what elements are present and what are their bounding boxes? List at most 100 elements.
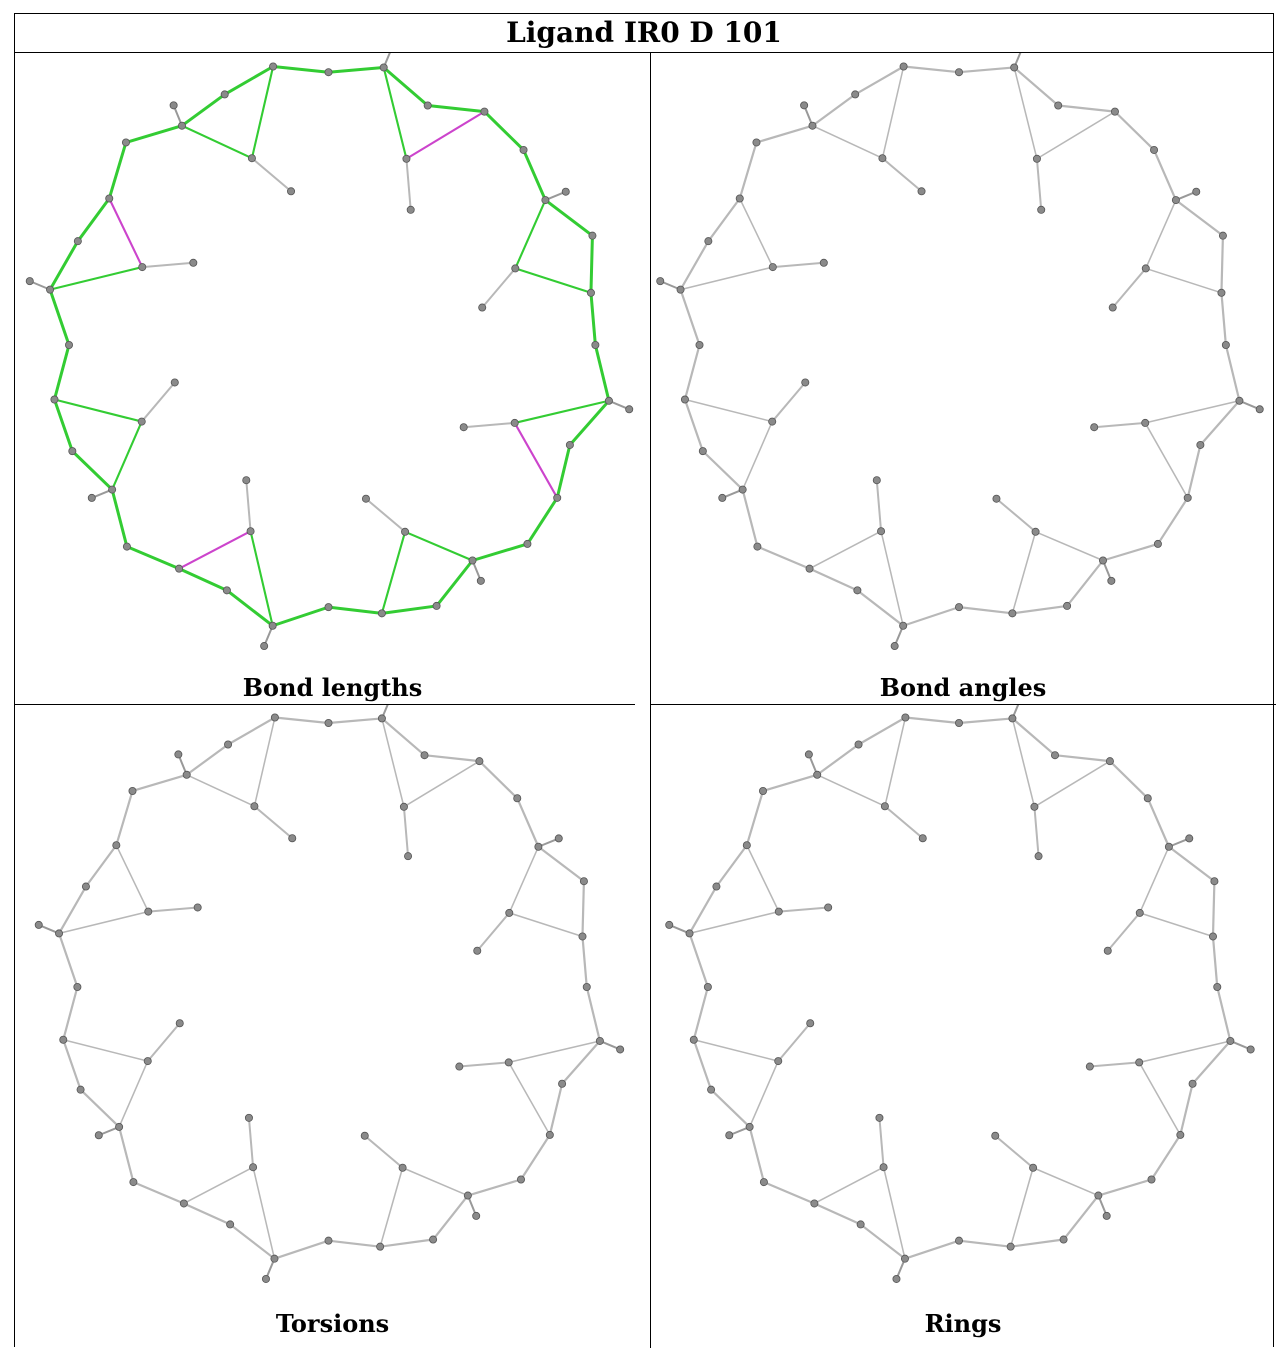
ring-atom — [954, 1236, 963, 1245]
ring-atom — [73, 982, 82, 991]
substituent-bond — [458, 1061, 510, 1068]
pendant-bond — [401, 1166, 469, 1197]
ring-bond — [683, 398, 704, 453]
ring-bond — [957, 606, 1014, 615]
pendant-atom — [246, 527, 255, 536]
ring-atom — [105, 194, 114, 203]
ring-atom — [68, 447, 77, 456]
ring-atom — [553, 493, 562, 502]
ring-bond — [707, 197, 741, 243]
pendant-bond — [882, 1166, 906, 1260]
pendant-atom — [1135, 908, 1144, 917]
pendant-atom — [137, 417, 146, 426]
molecule-bond-lengths — [25, 53, 634, 651]
ring-atom — [541, 196, 550, 205]
ring-bond — [1101, 542, 1160, 562]
caption-bond-angles: Bond angles — [879, 673, 1047, 702]
ring-bond — [683, 343, 701, 401]
pendant-bond — [404, 530, 474, 562]
caption-torsions: Torsions — [275, 1309, 390, 1338]
substituent-atom — [473, 946, 482, 955]
ring-atom — [954, 68, 963, 77]
pendant-bond — [684, 398, 773, 423]
substituent-bond — [777, 1022, 812, 1063]
pendant-bond — [679, 266, 774, 291]
ring-atom — [1008, 714, 1017, 723]
ring-atom — [377, 609, 386, 618]
ring-atom — [534, 842, 543, 851]
ring-atom — [429, 1235, 438, 1244]
pendant-bond — [508, 912, 584, 938]
substituent-atom — [360, 1131, 369, 1140]
ring-atom — [1188, 1079, 1197, 1088]
ring-bond — [423, 754, 481, 763]
substituent-bond — [1088, 1061, 1141, 1068]
ring-bond — [466, 1178, 523, 1197]
pendant-atom — [768, 263, 777, 272]
ring-bond — [519, 1133, 551, 1181]
substituent-atom — [1085, 1062, 1094, 1071]
pendant-atom — [768, 417, 777, 426]
pendant-bond — [507, 1040, 601, 1064]
methyl-atom — [1246, 1045, 1255, 1054]
methyl-atom — [174, 750, 183, 759]
pendant-bond — [514, 267, 592, 294]
molecule-bond-angles — [656, 53, 1264, 651]
ring-atom — [115, 1122, 124, 1131]
pendant-bond — [382, 66, 408, 160]
ring-atom — [108, 485, 117, 494]
substituent-atom — [819, 258, 828, 267]
ring-bond — [115, 789, 134, 847]
pendant-bond — [380, 530, 407, 615]
ring-atom — [558, 1079, 567, 1088]
ring-bond — [62, 1038, 82, 1091]
ring-atom — [1054, 101, 1063, 110]
pendant-bond — [185, 774, 256, 808]
ring-bond — [110, 488, 129, 549]
pendant-bond — [513, 421, 559, 499]
ring-bond — [182, 1202, 232, 1226]
ring-bond — [132, 1180, 185, 1205]
figure-title: Ligand IR0 D 101 — [506, 16, 782, 49]
pendant-bond — [180, 124, 253, 160]
substituent-atom — [1090, 423, 1099, 432]
ring-atom — [707, 1085, 716, 1094]
ring-bond — [679, 240, 710, 291]
pendant-bond — [813, 1166, 885, 1205]
ring-atom — [324, 1236, 333, 1245]
ring-atom — [685, 929, 694, 938]
substituent-atom — [875, 1113, 884, 1122]
ring-atom — [712, 882, 721, 891]
ring-bond — [57, 932, 79, 989]
molecule-torsions — [34, 705, 625, 1283]
pendant-atom — [1141, 264, 1150, 273]
ring-atom — [1143, 794, 1152, 803]
ring-atom — [1059, 1235, 1068, 1244]
ring-bond — [701, 450, 744, 491]
ring-atom — [420, 751, 429, 760]
ring-bond — [813, 1202, 862, 1226]
ring-bond — [48, 288, 71, 347]
ring-atom — [73, 237, 82, 246]
ring-atom — [128, 786, 137, 795]
ring-atom — [324, 718, 333, 727]
horizontal-divider-left — [15, 704, 635, 705]
substituent-bond — [995, 497, 1037, 533]
methyl-atom — [261, 1274, 270, 1283]
ring-bond — [1224, 343, 1241, 402]
substituent-atom — [1034, 852, 1043, 861]
pendant-bond — [1033, 760, 1111, 808]
substituent-bond — [402, 805, 410, 858]
ring-atom — [595, 1036, 604, 1045]
pendant-atom — [510, 418, 519, 427]
methyl-atom — [1185, 834, 1194, 843]
ring-bond — [1220, 291, 1227, 347]
pendant-atom — [1030, 802, 1039, 811]
ring-bond — [1065, 559, 1105, 608]
substituent-atom — [287, 187, 296, 196]
ring-atom — [545, 1130, 554, 1139]
pendant-bond — [1138, 845, 1170, 914]
ring-bond — [70, 449, 114, 492]
ring-atom — [270, 713, 279, 722]
ring-bond — [107, 140, 128, 201]
